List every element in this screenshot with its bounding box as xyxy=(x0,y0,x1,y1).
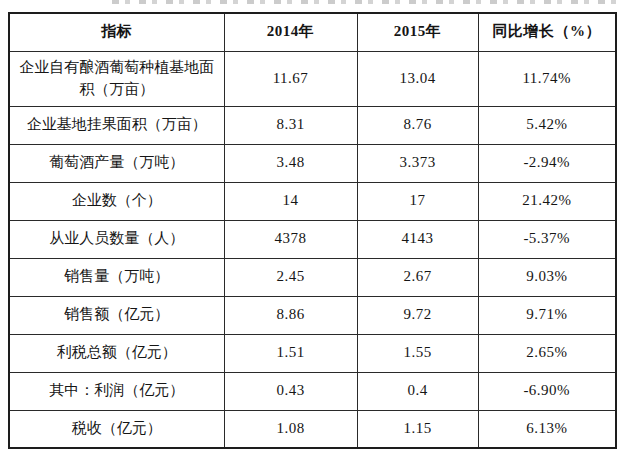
table-row: 销售量（万吨） 2.45 2.67 9.03% xyxy=(9,258,616,296)
growth-cell: 5.42% xyxy=(478,106,616,144)
table-row: 企业自有酿酒葡萄种植基地面积（万亩） 11.67 13.04 11.74% xyxy=(9,51,616,106)
growth-cell: -6.90% xyxy=(478,372,616,410)
table-row: 企业数（个） 14 17 21.42% xyxy=(9,182,616,220)
growth-cell: 2.65% xyxy=(478,334,616,372)
indicator-cell: 销售额（亿元） xyxy=(9,296,224,334)
growth-cell: 9.71% xyxy=(478,296,616,334)
indicator-cell: 企业基地挂果面积（万亩） xyxy=(9,106,224,144)
indicator-cell: 利税总额（亿元） xyxy=(9,334,224,372)
value-2015-cell: 4143 xyxy=(357,220,478,258)
indicator-cell: 葡萄酒产量（万吨） xyxy=(9,144,224,182)
header-2015: 2015年 xyxy=(357,13,478,51)
value-2015-cell: 17 xyxy=(357,182,478,220)
value-2014-cell: 3.48 xyxy=(224,144,357,182)
value-2015-cell: 13.04 xyxy=(357,51,478,106)
value-2015-cell: 1.15 xyxy=(357,410,478,448)
table-row: 从业人员数量（人） 4378 4143 -5.37% xyxy=(9,220,616,258)
growth-cell: 21.42% xyxy=(478,182,616,220)
value-2014-cell: 0.43 xyxy=(224,372,357,410)
value-2015-cell: 8.76 xyxy=(357,106,478,144)
value-2014-cell: 11.67 xyxy=(224,51,357,106)
value-2015-cell: 3.373 xyxy=(357,144,478,182)
value-2014-cell: 2.45 xyxy=(224,258,357,296)
growth-cell: 6.13% xyxy=(478,410,616,448)
value-2015-cell: 1.55 xyxy=(357,334,478,372)
header-growth: 同比增长（%） xyxy=(478,13,616,51)
value-2014-cell: 14 xyxy=(224,182,357,220)
table-row: 税收（亿元） 1.08 1.15 6.13% xyxy=(9,410,616,448)
value-2015-cell: 9.72 xyxy=(357,296,478,334)
clipped-title-remnant xyxy=(112,0,617,4)
indicator-cell: 从业人员数量（人） xyxy=(9,220,224,258)
indicator-cell: 销售量（万吨） xyxy=(9,258,224,296)
indicator-cell: 企业数（个） xyxy=(9,182,224,220)
table-row: 企业基地挂果面积（万亩） 8.31 8.76 5.42% xyxy=(9,106,616,144)
indicator-cell: 企业自有酿酒葡萄种植基地面积（万亩） xyxy=(9,51,224,106)
table-row: 销售额（亿元） 8.86 9.72 9.71% xyxy=(9,296,616,334)
table-row: 葡萄酒产量（万吨） 3.48 3.373 -2.94% xyxy=(9,144,616,182)
value-2015-cell: 0.4 xyxy=(357,372,478,410)
table-row: 其中：利润（亿元） 0.43 0.4 -6.90% xyxy=(9,372,616,410)
header-row: 指标 2014年 2015年 同比增长（%） xyxy=(9,13,616,51)
value-2014-cell: 4378 xyxy=(224,220,357,258)
growth-cell: 9.03% xyxy=(478,258,616,296)
value-2014-cell: 8.86 xyxy=(224,296,357,334)
statistics-table: 指标 2014年 2015年 同比增长（%） 企业自有酿酒葡萄种植基地面积（万亩… xyxy=(8,12,617,449)
header-indicator: 指标 xyxy=(9,13,224,51)
value-2015-cell: 2.67 xyxy=(357,258,478,296)
header-2014: 2014年 xyxy=(224,13,357,51)
value-2014-cell: 1.51 xyxy=(224,334,357,372)
growth-cell: 11.74% xyxy=(478,51,616,106)
indicator-cell: 税收（亿元） xyxy=(9,410,224,448)
growth-cell: -5.37% xyxy=(478,220,616,258)
indicator-cell: 其中：利润（亿元） xyxy=(9,372,224,410)
table-row: 利税总额（亿元） 1.51 1.55 2.65% xyxy=(9,334,616,372)
value-2014-cell: 1.08 xyxy=(224,410,357,448)
growth-cell: -2.94% xyxy=(478,144,616,182)
value-2014-cell: 8.31 xyxy=(224,106,357,144)
